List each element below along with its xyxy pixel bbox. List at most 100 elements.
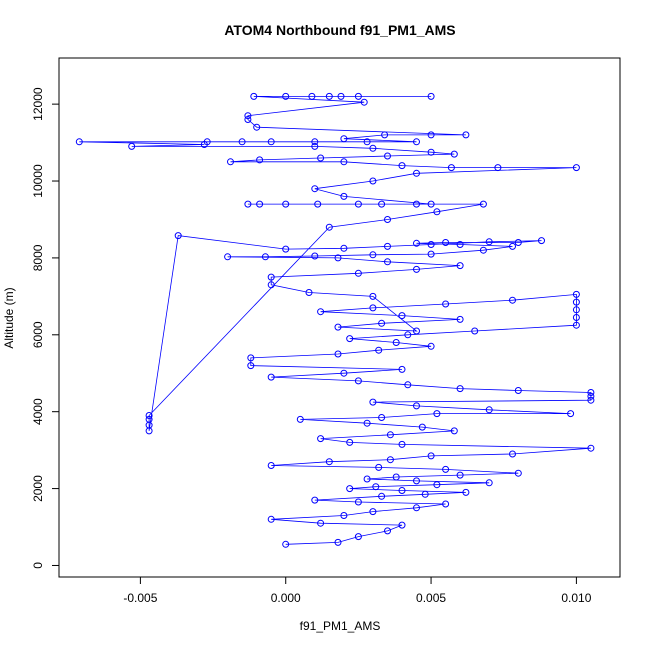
data-point [413, 200, 420, 208]
y-tick-label: 10000 [31, 164, 45, 198]
data-point [203, 138, 211, 146]
data-point [238, 138, 246, 146]
data-point [325, 458, 333, 466]
data-point [227, 158, 234, 166]
data-point [398, 162, 406, 170]
data-point [340, 369, 348, 377]
data-point [369, 292, 377, 300]
y-tick-label: 8000 [31, 244, 45, 271]
data-point [514, 469, 522, 477]
data-point [485, 238, 493, 246]
data-point [418, 423, 426, 431]
data-point [375, 463, 383, 471]
data-point [340, 135, 348, 143]
data-point [485, 479, 493, 487]
data-point [247, 354, 255, 362]
data-point [572, 321, 580, 329]
data-point [354, 200, 362, 208]
data-point [386, 431, 394, 439]
y-axis: 0 2000 4000 6000 8000 10000 12000 [31, 87, 59, 569]
data-point [404, 381, 412, 389]
data-point [311, 138, 319, 146]
data-point [334, 350, 342, 358]
data-point [442, 300, 450, 308]
data-point [572, 306, 580, 314]
data-point [538, 237, 545, 245]
data-point [174, 232, 182, 240]
data-point [427, 452, 435, 460]
data-point [386, 456, 394, 464]
data-point [378, 492, 386, 500]
data-point [378, 414, 386, 421]
x-axis: -0.005 0.000 0.005 0.010 [123, 577, 592, 605]
data-point [375, 346, 383, 354]
data-point [413, 239, 420, 247]
data-point [369, 177, 377, 185]
data-point [340, 512, 348, 519]
data-point [317, 519, 325, 527]
data-point [462, 131, 470, 139]
data-point [462, 488, 470, 496]
data-point [325, 92, 333, 100]
series-points [75, 92, 595, 548]
data-point [145, 412, 153, 419]
data-point [392, 473, 400, 481]
data-point [346, 438, 354, 446]
data-point [413, 402, 420, 410]
data-point [311, 185, 319, 193]
data-point [587, 389, 595, 396]
data-point [267, 138, 275, 146]
data-point [282, 92, 290, 100]
data-point [572, 298, 580, 306]
data-point [509, 450, 516, 458]
data-point [317, 154, 325, 162]
data-point [509, 242, 516, 250]
data-point [244, 116, 252, 123]
x-axis-label: f91_PM1_AMS [300, 619, 381, 633]
data-point [314, 200, 322, 208]
data-point [433, 208, 441, 216]
plot-frame [58, 57, 621, 578]
data-point [384, 258, 391, 266]
y-tick-label: 6000 [31, 321, 45, 348]
data-point [282, 200, 290, 208]
data-point [392, 339, 400, 346]
data-point [325, 223, 333, 231]
data-point [311, 142, 319, 150]
data-point [413, 265, 420, 273]
data-point [427, 241, 435, 248]
data-point [572, 290, 580, 298]
data-point [479, 200, 487, 208]
data-point [384, 242, 391, 250]
data-point [145, 415, 153, 423]
data-point [450, 427, 458, 435]
data-point [456, 262, 464, 270]
data-point [360, 98, 368, 106]
data-point [471, 327, 479, 335]
data-point [267, 273, 275, 281]
data-point [442, 500, 450, 508]
data-point [433, 481, 441, 489]
data-point [427, 148, 435, 156]
data-point [384, 527, 391, 535]
data-point [250, 92, 258, 100]
data-point [354, 498, 362, 506]
data-point [456, 385, 464, 393]
x-tick-label: 0.010 [561, 591, 591, 605]
data-point [398, 312, 406, 320]
data-point [427, 342, 435, 350]
series-lines [79, 96, 592, 545]
data-point [253, 123, 261, 131]
data-point [433, 410, 441, 418]
data-point [296, 415, 304, 423]
data-point [398, 440, 406, 448]
data-point [369, 508, 377, 516]
data-point [413, 327, 420, 335]
chart-title: ATOM4 Northbound f91_PM1_AMS [224, 22, 455, 38]
data-point [442, 465, 450, 473]
data-point [369, 251, 377, 259]
x-tick-label: -0.005 [123, 591, 157, 605]
data-point [340, 192, 348, 200]
data-point [128, 142, 136, 150]
y-tick-label: 2000 [31, 475, 45, 502]
